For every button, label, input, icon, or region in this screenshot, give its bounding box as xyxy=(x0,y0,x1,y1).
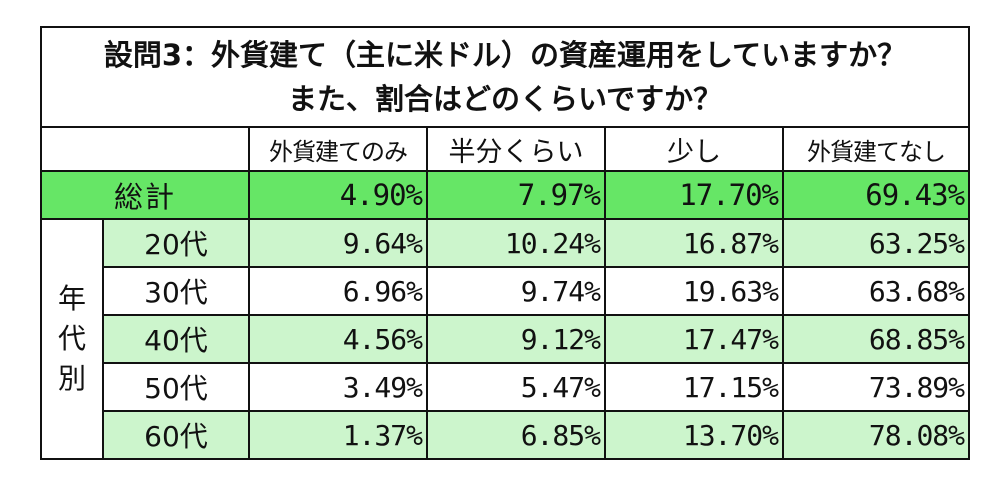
title-line-2: また、割合はどのくらいですか？ xyxy=(287,82,723,116)
column-header-foreign-only: 外貨建てのみ xyxy=(248,126,428,172)
table-cell: 16.87% xyxy=(604,218,784,268)
age-label: 30代 xyxy=(102,266,250,316)
table-row: 40代 4.56% 9.12% 17.47% 68.85% xyxy=(41,314,971,364)
table-cell: 17.47% xyxy=(604,314,784,364)
table-cell: 63.25% xyxy=(781,218,971,268)
table-title: 設問3：外貨建て（主に米ドル）の資産運用をしていますか？ また、割合はどのくらい… xyxy=(39,26,971,128)
table-row: 30代 6.96% 9.74% 19.63% 63.68% xyxy=(41,266,971,316)
age-group-label-char: 別 xyxy=(57,362,86,395)
table-cell: 9.12% xyxy=(426,314,606,364)
age-group-label-char: 代 xyxy=(57,322,86,355)
table-cell: 9.64% xyxy=(248,218,428,268)
table-cell: 17.15% xyxy=(604,362,784,412)
table-cell: 78.08% xyxy=(781,410,971,460)
age-label: 60代 xyxy=(102,410,250,460)
column-header-a-little: 少し xyxy=(604,126,784,172)
age-label: 40代 xyxy=(102,314,250,364)
table-cell: 9.74% xyxy=(426,266,606,316)
table-cell: 13.70% xyxy=(604,410,784,460)
total-value: 7.97% xyxy=(426,170,606,220)
table-cell: 6.85% xyxy=(426,410,606,460)
total-row: 総計 4.90% 7.97% 17.70% 69.43% xyxy=(40,170,971,220)
table-cell: 19.63% xyxy=(604,266,784,316)
table-cell: 68.85% xyxy=(781,314,971,364)
total-label: 総計 xyxy=(40,170,250,220)
table-cell: 10.24% xyxy=(426,218,606,268)
total-value: 17.70% xyxy=(604,170,784,220)
total-value: 69.43% xyxy=(781,170,971,220)
header-empty-cell xyxy=(40,126,250,172)
column-header-row: 外貨建てのみ 半分くらい 少し 外貨建てなし xyxy=(40,126,971,172)
table-cell: 1.37% xyxy=(248,410,428,460)
table-cell: 73.89% xyxy=(781,362,971,412)
table-cell: 4.56% xyxy=(248,314,428,364)
total-value: 4.90% xyxy=(248,170,428,220)
table-cell: 63.68% xyxy=(781,266,971,316)
table-row: 年 代 別 20代 9.64% 10.24% 16.87% 63.25% xyxy=(40,218,971,460)
table-cell: 6.96% xyxy=(248,266,428,316)
age-label: 20代 xyxy=(102,218,250,268)
column-header-none: 外貨建てなし xyxy=(781,126,971,172)
survey-results-table: 設問3：外貨建て（主に米ドル）の資産運用をしていますか？ また、割合はどのくらい… xyxy=(39,26,971,460)
age-group-label-char: 年 xyxy=(57,282,86,315)
age-label: 50代 xyxy=(102,362,250,412)
table-row: 50代 3.49% 5.47% 17.15% 73.89% xyxy=(41,362,971,412)
table-cell: 5.47% xyxy=(426,362,606,412)
title-line-1: 設問3：外貨建て（主に米ドル）の資産運用をしていますか？ xyxy=(103,38,907,72)
table-cell: 3.49% xyxy=(248,362,428,412)
age-group-label: 年 代 別 xyxy=(40,218,104,460)
column-header-about-half: 半分くらい xyxy=(426,126,606,172)
table-row: 60代 1.37% 6.85% 13.70% 78.08% xyxy=(41,410,971,460)
